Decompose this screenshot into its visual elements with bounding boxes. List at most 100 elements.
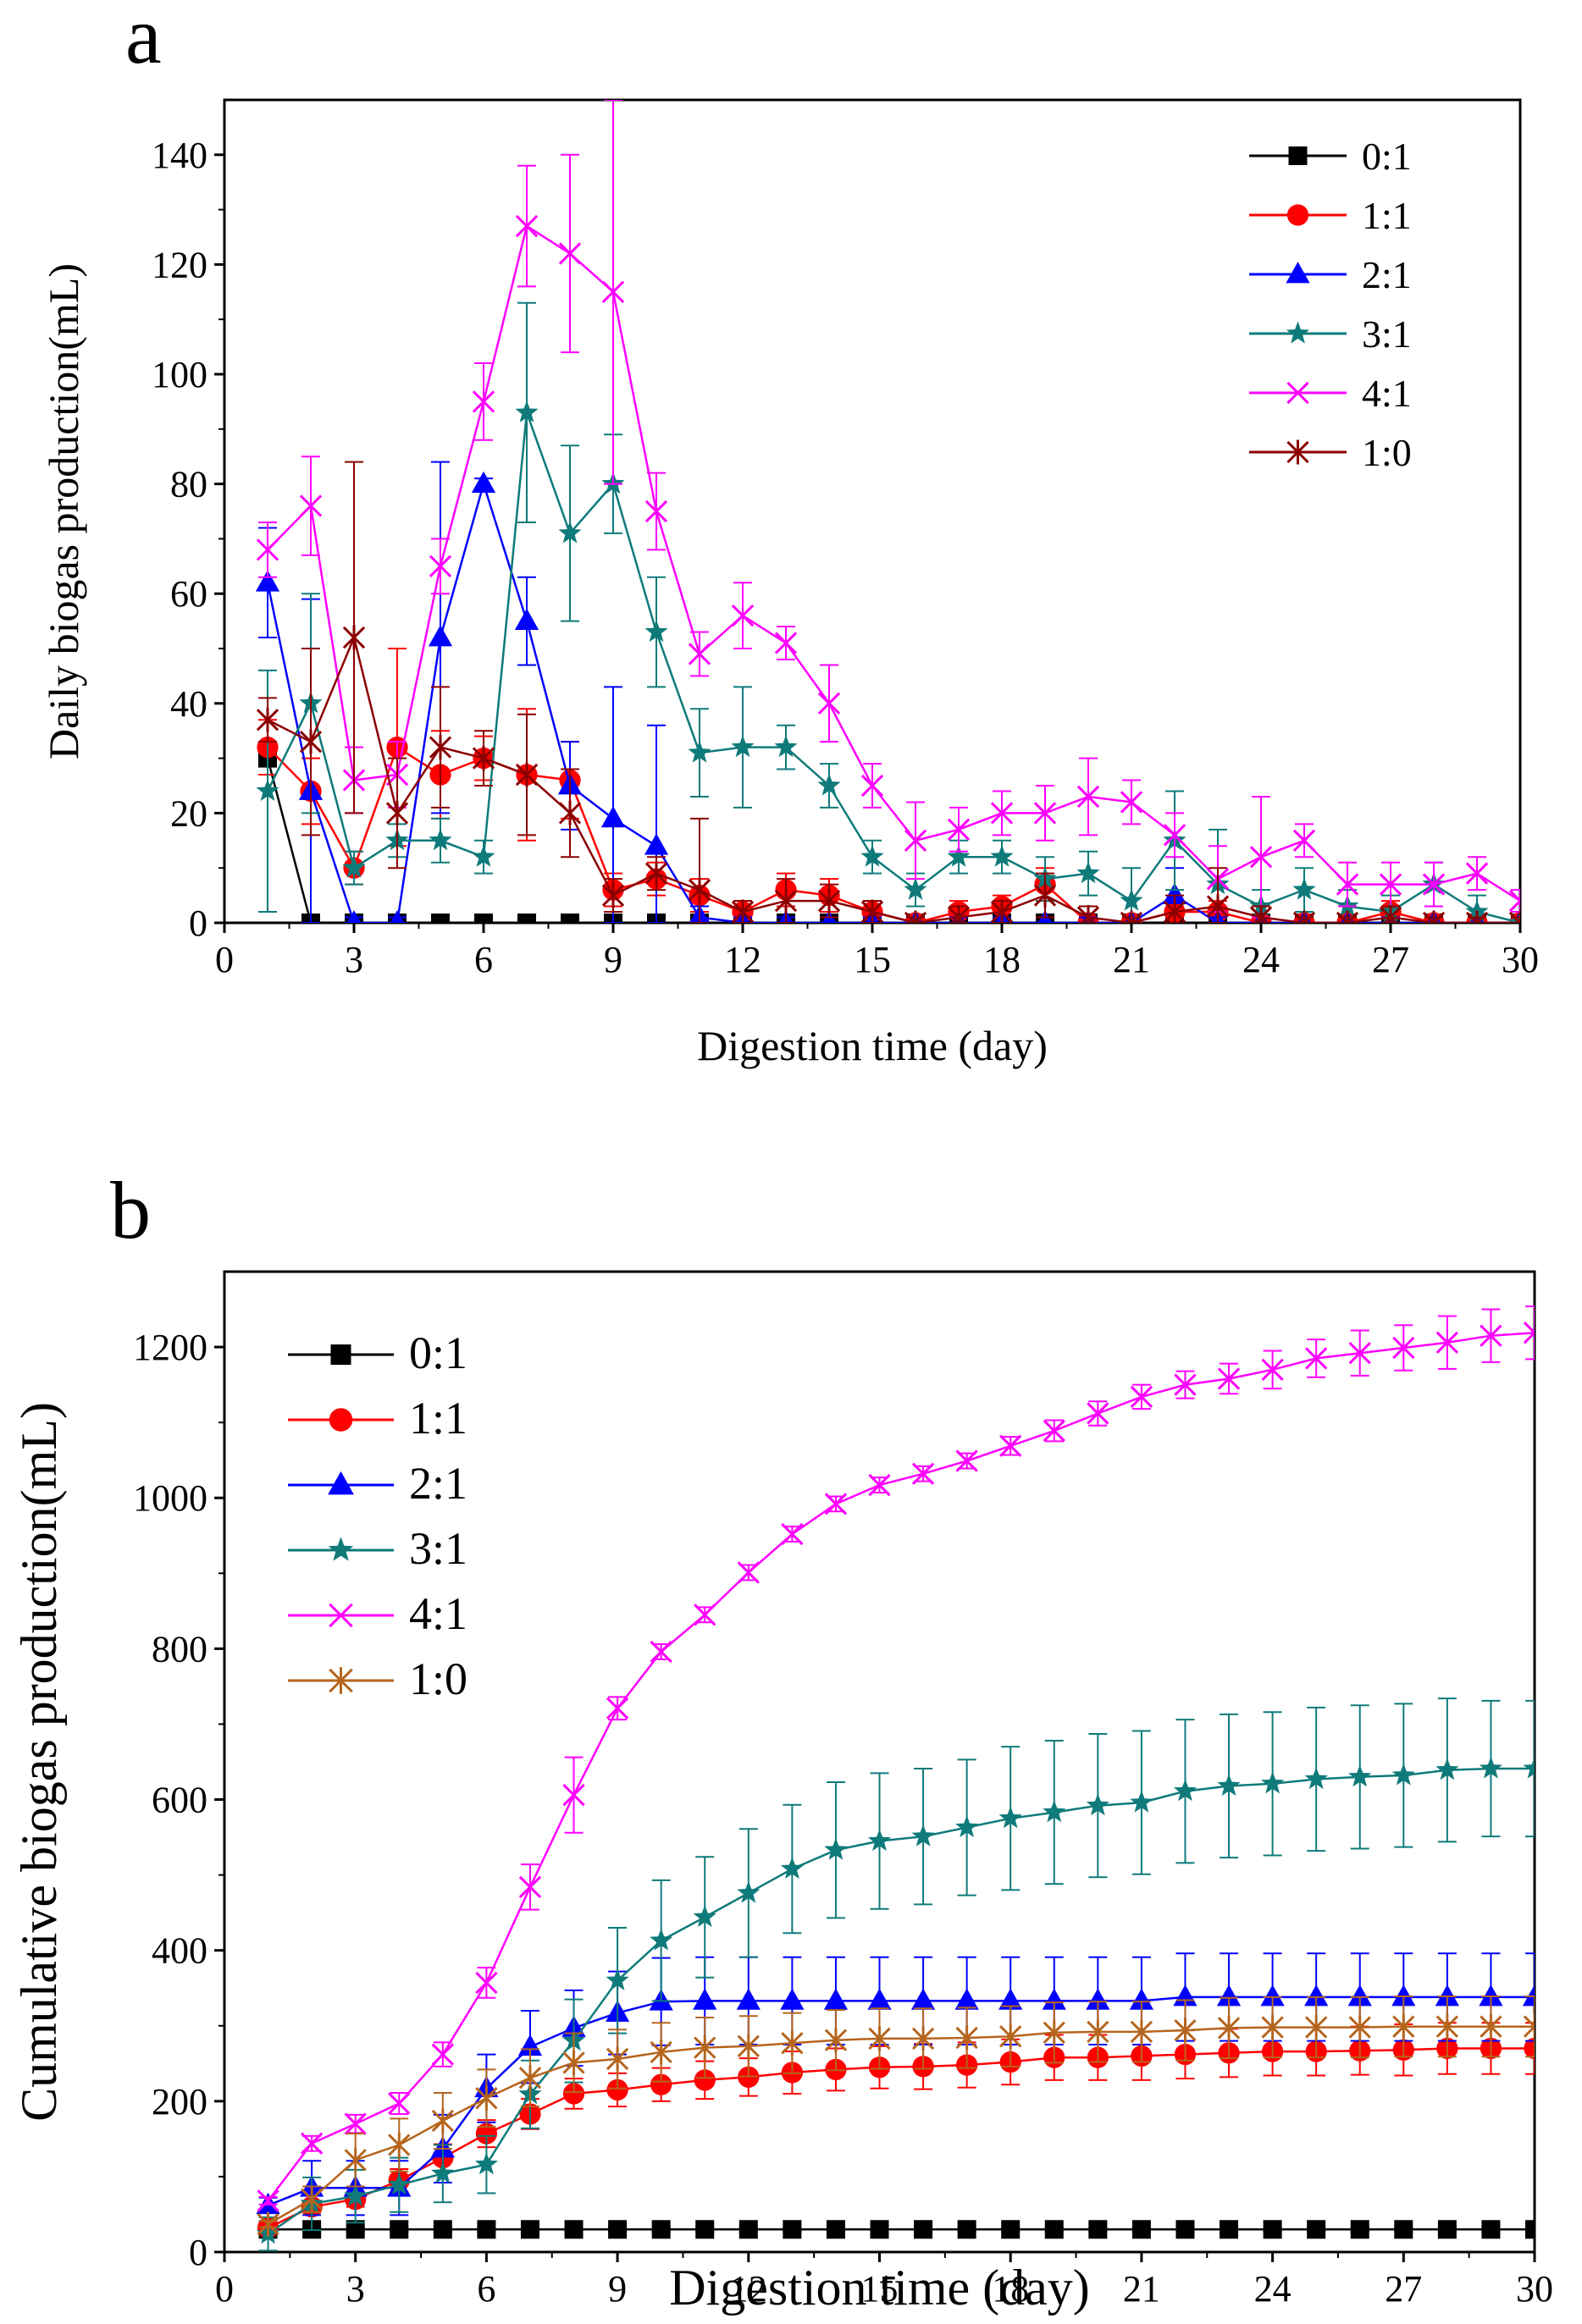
chart-b-series-2-1-point [1479, 1985, 1503, 2007]
chart-b-series-4-1-point-shape [1348, 1342, 1371, 1365]
chart-b-series-1-0-point [1348, 2015, 1371, 2040]
chart-a-series-4-1-point-shape [515, 214, 539, 238]
chart-b-legend-item-4-1-label: 4:1 [409, 1588, 467, 1639]
chart-b-legend-item-3-1: 3:1 [288, 1523, 467, 1574]
chart-a-series-4-1-point [299, 494, 323, 517]
chart-a-series-1-0-error-bar [690, 817, 709, 923]
chart-b-series-0-1-point [520, 2220, 539, 2239]
chart-a-series-4-1-point-shape [688, 643, 711, 665]
chart-b-series-4-1-point-shape [388, 2092, 411, 2115]
chart-a-series-1-0-point [731, 899, 755, 923]
chart-b-series-4-1-point [781, 1522, 804, 1546]
chart-a-series-4-1-point-shape [947, 818, 971, 842]
chart-b-series-2-1-point-shape [998, 1988, 1023, 2010]
chart-a-series-1-0-point [1422, 910, 1446, 923]
chart-b-legend-item-1-0: 1:0 [288, 1653, 467, 1704]
chart-b-series-1-0-point [1305, 2015, 1328, 2040]
chart-b-legend-item-1-0-label: 1:0 [409, 1653, 467, 1704]
chart-a-series-3-1-point-shape [1120, 888, 1143, 911]
chart-b-series-1-0-point [781, 2030, 804, 2056]
chart-b-series-1-0 [257, 1996, 1535, 2237]
chart-a-legend-item-2-1-marker [1286, 262, 1310, 284]
chart-b-series-2-1-point [517, 2034, 543, 2056]
chart-a-series-3-1-point [342, 855, 366, 878]
chart-b-series-0-1-point-shape [695, 2220, 715, 2239]
chart-a-series-3-1-point [688, 740, 711, 763]
chart-b-series-2-1-point-shape [1260, 1985, 1285, 2007]
chart-b-series-3-1-point-shape [1130, 1790, 1153, 1813]
chart-b-series-1-1-point [650, 2073, 672, 2095]
chart-a-series-4-1-point [1336, 873, 1359, 896]
chart-b-series-4-1-point-shape [1392, 1336, 1415, 1360]
chart-a-series-3-1-point-shape [515, 400, 539, 422]
chart-b-series-3-1-point-shape [1173, 1779, 1198, 1802]
chart-a: 0 3 6 9 12 15 18 21 24 27 30 0 20 40 60 80 100 120 140 Dige… [40, 98, 1539, 1069]
chart-a-series-1-0-point [385, 800, 409, 825]
chart-b-series-0-1-point-shape [957, 2220, 976, 2239]
chart-b-series-4-1-point [911, 1462, 935, 1485]
chart-b-series-3-1-point [1523, 1756, 1535, 1779]
chart-b-series-4-1-point-shape [824, 1493, 848, 1515]
chart-b-series-2-1-point [1042, 1988, 1066, 2010]
chart-a-legend: 0:1 1:1 2:1 3:1 4:1 1:0 [1249, 135, 1412, 474]
chart-b-series-3-1-point [998, 1806, 1022, 1829]
chart-b-series-3-1-point [1173, 1779, 1198, 1802]
chart-b-series-1-0-point [1435, 2014, 1459, 2040]
chart-b-series-2-1-point-shape [1522, 1985, 1535, 2007]
chart-a-series-1-0-point [817, 888, 841, 914]
chart-a-series-1-0-point-shape [860, 899, 884, 923]
chart-b: 0 3 6 9 12 15 18 21 24 27 30 0 200 400 600 800 1000 1200 D… [11, 1270, 1553, 2316]
chart-a-legend-item-4-1-label: 4:1 [1362, 372, 1412, 415]
chart-b-series-3-1-point [344, 2183, 368, 2206]
chart-a-series-4-1-point-shape [1120, 791, 1143, 814]
chart-b-series-3-1-point-shape [737, 1880, 761, 1903]
chart-b-series-2-1-point-shape [1086, 1988, 1110, 2010]
chart-a-series-1-0-point-shape [1508, 910, 1520, 923]
chart-b-series-1-0-point-shape [1087, 2019, 1109, 2045]
chart-b-series-0-1-point [346, 2220, 365, 2239]
chart-a-series-0-1-point-shape [517, 914, 536, 923]
chart-a-series-2-1-point-shape [390, 910, 405, 923]
chart-a-series-2-1-point-shape [346, 910, 362, 923]
chart-b-series-0-1-point [1044, 2220, 1064, 2239]
chart-b-legend-item-2-1-marker [328, 1471, 354, 1495]
chart-b-series-1-0-point [1130, 2019, 1153, 2045]
chart-a-series-3-1-point-shape [860, 844, 884, 867]
chart-b-series-2-1-point [1522, 1985, 1535, 2007]
chart-a-series-4-1-point [644, 500, 668, 523]
chart-b-series-3-1-point-shape [998, 1806, 1022, 1829]
panel-b-letter: b [110, 1165, 151, 1256]
chart-a-series-3-1-point [256, 779, 279, 801]
chart-b-series-0-1-point [1220, 2220, 1239, 2239]
chart-a-series-2-1-point [390, 910, 405, 923]
chart-a-series-3-1-point [429, 828, 452, 851]
chart-a-legend-item-1-0: 1:0 [1249, 431, 1412, 474]
chart-a-series-4-1-point [601, 280, 625, 303]
chart-b-series-2-1-point [954, 1988, 979, 2010]
chart-b-series-4-1-point [1217, 1367, 1241, 1390]
chart-b-series-4-1-point-shape [562, 1784, 585, 1807]
chart-b-series-0-1-point-shape [608, 2220, 628, 2239]
chart-b-series-4-1-point [1348, 1342, 1371, 1365]
chart-b-series-2-1 [256, 1952, 1535, 2216]
chart-a-series-4-1-point [256, 538, 279, 561]
chart-a-series-3-1-point [1292, 877, 1316, 900]
chart-a-series-1-0-point-shape [1206, 894, 1230, 919]
chart-a-series-2-1-point [644, 833, 669, 855]
chart-a-series-2-1-point [514, 608, 539, 630]
chart-b-series-1-0-point [911, 2026, 935, 2051]
chart-a-x-tick-label: 12 [724, 939, 761, 980]
chart-b-x-tick-label: 12 [730, 2268, 767, 2310]
chart-b-series-4-1-point-shape [911, 1462, 935, 1485]
chart-b-y-tick-label: 1000 [133, 1477, 207, 1519]
chart-b-series-3-1-point-shape [780, 1857, 804, 1880]
chart-a-series-1-0-point [1336, 910, 1359, 923]
chart-b-x-tick-label: 15 [861, 2268, 899, 2310]
chart-b-series-1-0-point [562, 2050, 585, 2075]
chart-a-legend-item-0-1-marker [1288, 146, 1308, 165]
chart-b-series-3-1-point-shape [911, 1824, 935, 1847]
chart-b-series-0-1-point-shape [1307, 2220, 1326, 2239]
chart-b-series-3-1-point [606, 1968, 629, 1990]
chart-b-series-0-1-point-shape [783, 2220, 802, 2239]
chart-b-series-3-1-point-shape [1217, 1774, 1241, 1797]
